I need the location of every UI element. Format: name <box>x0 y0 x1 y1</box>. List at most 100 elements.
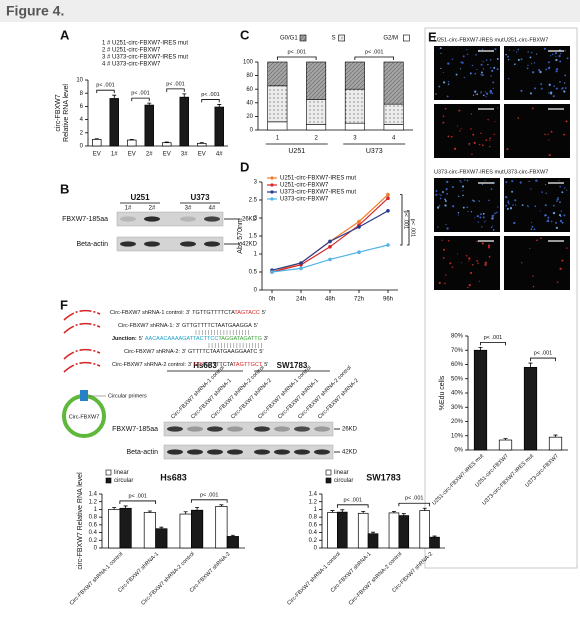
cell-dot <box>447 240 450 242</box>
sequence-label: Circ-FBXW7 shRNA-1: <box>118 323 174 329</box>
cell-dot <box>532 275 534 277</box>
cell-dot <box>489 58 492 61</box>
header-bar <box>0 0 580 22</box>
blot-size: 42KD <box>242 242 258 248</box>
error-bar <box>391 510 396 513</box>
cell-dot <box>554 52 558 55</box>
y-tick-label: 60 <box>246 87 253 93</box>
sequence-part: GTTGTTTTCTAATGAAGGA <box>182 323 252 329</box>
sequence-end: 5' <box>259 349 263 355</box>
bar <box>327 512 338 549</box>
bar <box>388 512 400 549</box>
bracket <box>354 56 395 60</box>
cell-dot <box>555 221 558 224</box>
cell-dot <box>447 81 450 83</box>
shrna-arc <box>63 348 101 360</box>
error-bar <box>183 511 188 515</box>
cell-dot <box>492 214 495 217</box>
cell-dot <box>465 254 468 257</box>
error-bar <box>230 534 235 537</box>
cell-dot <box>476 259 479 262</box>
cell-dot <box>467 286 469 289</box>
y-tick-label: 1.2 <box>89 499 98 505</box>
error-bar <box>371 531 376 534</box>
cell-dot <box>466 179 469 182</box>
cell-dot <box>441 239 443 241</box>
cell-dot <box>480 132 482 135</box>
cell-dot <box>532 285 535 288</box>
cell-dot <box>468 260 470 262</box>
cell-dot <box>478 280 481 282</box>
cell-dot <box>457 214 460 216</box>
cell-dot <box>491 217 494 220</box>
cell-dot <box>553 85 556 88</box>
y-tick-label: 1.2 <box>309 499 318 505</box>
y-axis-label: Abs 570nm <box>237 218 244 254</box>
blot-band <box>204 241 220 247</box>
bracket <box>400 194 403 246</box>
point <box>328 257 332 262</box>
cell-dot <box>547 219 549 221</box>
cell-dot <box>561 191 564 194</box>
cell-dot <box>566 57 569 60</box>
error-bar <box>195 507 200 511</box>
cell-dot <box>531 225 534 228</box>
cell-dot <box>533 228 536 231</box>
cell-dot <box>529 56 532 59</box>
cell-dot <box>442 257 445 259</box>
cell-dot <box>517 48 520 51</box>
sequence-part: AACAACAAAAGATTACTTCC <box>145 336 218 342</box>
cell-dot <box>546 221 548 223</box>
bar <box>419 510 430 549</box>
lane-label: 3# <box>185 206 192 212</box>
bar-segment <box>306 124 327 131</box>
cell-dot <box>485 96 487 98</box>
bar <box>144 104 154 147</box>
sequence-start: 5' <box>139 336 143 342</box>
cell-dot <box>544 204 547 207</box>
cell-dot <box>514 221 516 224</box>
annotation: p< .001 <box>365 49 384 55</box>
cell-dot <box>446 180 449 184</box>
cell-dot <box>460 68 462 70</box>
point <box>299 261 303 265</box>
cell-dot <box>555 58 558 62</box>
sequence-end: 5' <box>262 310 266 316</box>
annotation: p< .001 <box>128 493 147 499</box>
cell-dot <box>472 94 475 96</box>
cell-dot <box>550 55 552 57</box>
cell-dot <box>497 206 499 208</box>
cell-dot <box>480 71 483 74</box>
y-tick-label: 70% <box>451 348 464 354</box>
cell-dot <box>555 68 559 71</box>
cell-dot <box>456 125 459 127</box>
cell-dot <box>438 281 441 284</box>
cell-dot <box>559 201 561 203</box>
bracket <box>131 97 150 102</box>
sequence-part: TAGTACC <box>234 310 259 316</box>
blot-band <box>180 216 196 222</box>
x-tick-label: 24h <box>296 297 306 303</box>
cell-dot <box>489 89 492 93</box>
cell-dot <box>505 181 508 184</box>
cell-dot <box>484 263 487 267</box>
blot-strip <box>163 421 334 437</box>
cell-dot <box>473 141 476 144</box>
cell-dot <box>506 207 509 210</box>
y-tick-label: 0.2 <box>309 538 318 544</box>
cell-dot <box>488 255 491 258</box>
y-tick-label: 30% <box>451 405 464 411</box>
cell-dot <box>540 87 543 90</box>
annotation: p< .001 <box>131 91 150 97</box>
annotation: p< .001 <box>534 351 553 357</box>
cell-dot <box>474 93 477 95</box>
blot-band <box>294 426 310 432</box>
cell-dot <box>481 144 484 147</box>
legend-label: circular <box>334 478 353 484</box>
y-tick-label: 2 <box>254 216 258 222</box>
x-tick-label: 2 <box>314 136 318 142</box>
cell-dot <box>547 133 549 136</box>
blot-strip <box>116 236 224 252</box>
annotation: p< .001 <box>166 81 185 87</box>
y-tick-label: 0 <box>80 144 84 150</box>
